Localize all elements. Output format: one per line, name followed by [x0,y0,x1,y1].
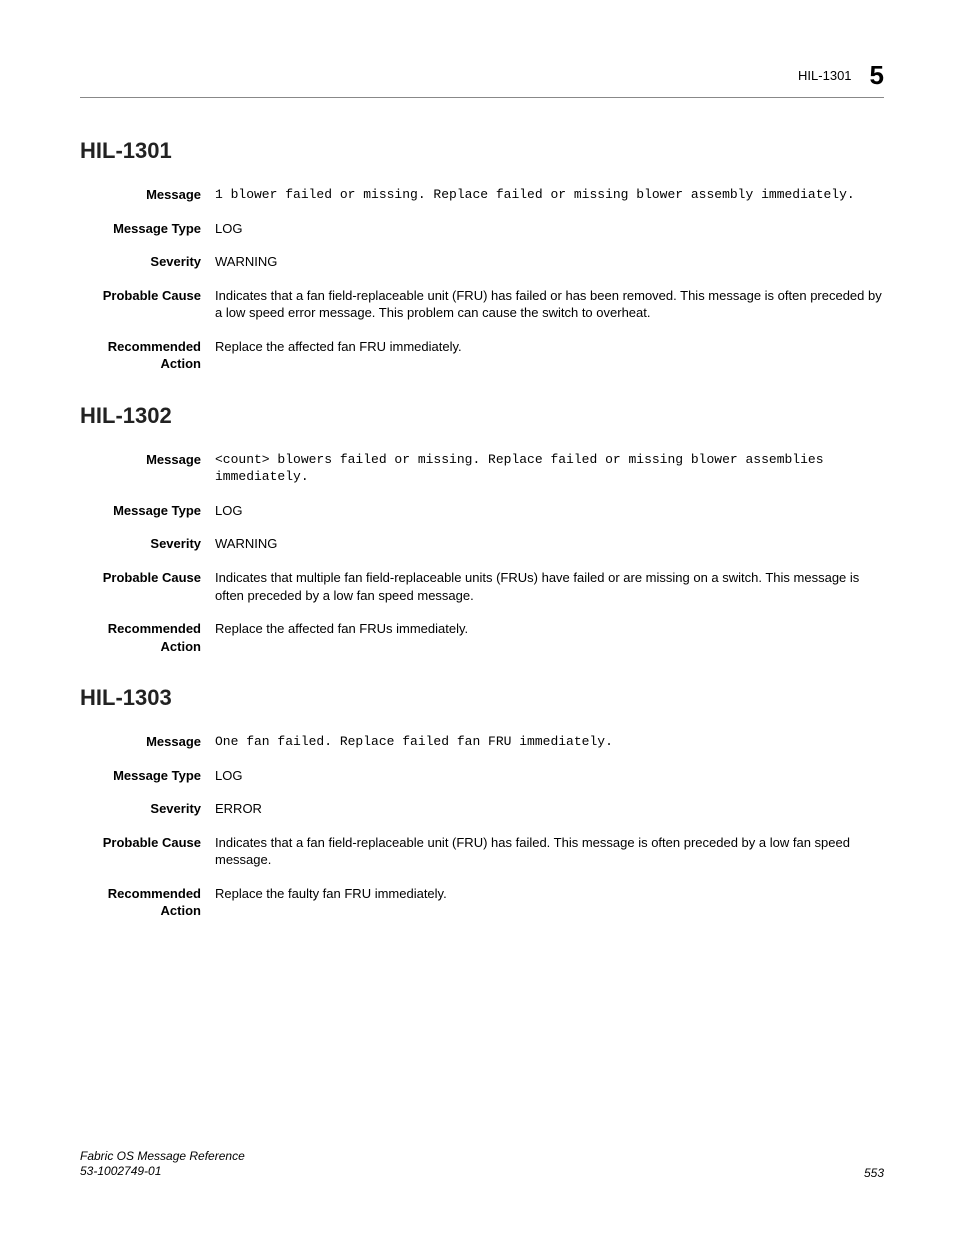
section-title: HIL-1303 [80,685,884,711]
entry-label: Message [80,451,215,486]
entry-label: Message [80,733,215,751]
entry-row: MessageOne fan failed. Replace failed fa… [80,733,884,751]
entry-row: Message TypeLOG [80,502,884,520]
footer-left: Fabric OS Message Reference 53-1002749-0… [80,1149,245,1180]
entry-label: Message [80,186,215,204]
header-rule [80,97,884,98]
entry-row: Recommended ActionReplace the affected f… [80,338,884,373]
header-chapter-number: 5 [870,60,884,91]
entry-value: WARNING [215,253,884,271]
entry-label: Severity [80,253,215,271]
entry-label: Severity [80,800,215,818]
entry-row: Message TypeLOG [80,220,884,238]
entry-value: ERROR [215,800,884,818]
entry-value: Replace the affected fan FRUs immediatel… [215,620,884,655]
entry-label: Message Type [80,220,215,238]
entry-row: Probable CauseIndicates that a fan field… [80,287,884,322]
entry-row: Message TypeLOG [80,767,884,785]
footer-docnum: 53-1002749-01 [80,1164,245,1180]
entry-value: LOG [215,767,884,785]
entry-row: SeverityWARNING [80,253,884,271]
entry-label: Recommended Action [80,338,215,373]
entry-row: Probable CauseIndicates that a fan field… [80,834,884,869]
header-code: HIL-1301 [798,68,851,83]
entry-label: Probable Cause [80,834,215,869]
entry-value: Indicates that multiple fan field-replac… [215,569,884,604]
entry-label: Recommended Action [80,620,215,655]
sections-container: HIL-1301Message1 blower failed or missin… [80,138,884,920]
footer-page-number: 553 [864,1166,884,1180]
entry-label: Message Type [80,502,215,520]
entry-row: Recommended ActionReplace the affected f… [80,620,884,655]
page-header: HIL-1301 5 [80,60,884,91]
entry-row: SeverityWARNING [80,535,884,553]
entry-value: One fan failed. Replace failed fan FRU i… [215,733,884,751]
entry-value: LOG [215,502,884,520]
entry-label: Message Type [80,767,215,785]
entry-row: Recommended ActionReplace the faulty fan… [80,885,884,920]
section-title: HIL-1301 [80,138,884,164]
page-footer: Fabric OS Message Reference 53-1002749-0… [80,1149,884,1180]
entry-row: Probable CauseIndicates that multiple fa… [80,569,884,604]
entry-label: Recommended Action [80,885,215,920]
entry-value: <count> blowers failed or missing. Repla… [215,451,884,486]
entry-value: LOG [215,220,884,238]
entry-value: Indicates that a fan field-replaceable u… [215,287,884,322]
entry-row: Message<count> blowers failed or missing… [80,451,884,486]
entry-label: Severity [80,535,215,553]
entry-value: Replace the faulty fan FRU immediately. [215,885,884,920]
entry-label: Probable Cause [80,287,215,322]
entry-value: Indicates that a fan field-replaceable u… [215,834,884,869]
entry-label: Probable Cause [80,569,215,604]
entry-value: 1 blower failed or missing. Replace fail… [215,186,884,204]
entry-row: SeverityERROR [80,800,884,818]
entry-value: Replace the affected fan FRU immediately… [215,338,884,373]
section-title: HIL-1302 [80,403,884,429]
footer-title: Fabric OS Message Reference [80,1149,245,1165]
entry-row: Message1 blower failed or missing. Repla… [80,186,884,204]
entry-value: WARNING [215,535,884,553]
